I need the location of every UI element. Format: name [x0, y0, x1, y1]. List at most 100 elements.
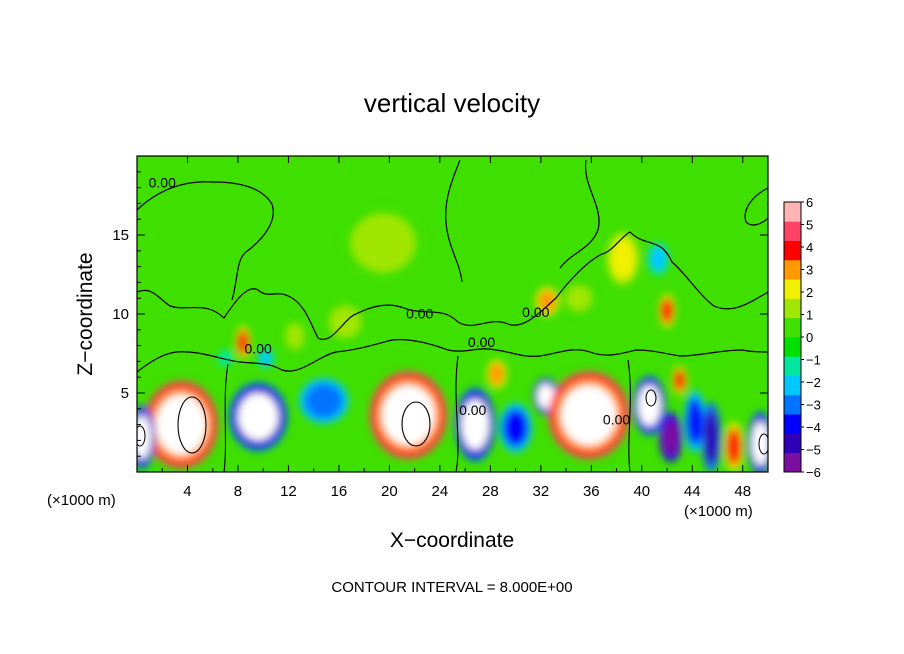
- contour-vertical-1: [223, 363, 229, 472]
- colorbar-segment: [784, 356, 801, 376]
- colorbar: 6 5 4 3 2 1 0 −1 −2 −3 −4 −5 −6: [783, 195, 821, 480]
- field-cell: [561, 385, 617, 446]
- colorbar-tick-label: 0: [806, 330, 813, 345]
- zero-contour-upper-left: [137, 181, 274, 301]
- colorbar-segment: [784, 221, 801, 241]
- field-cell: [502, 408, 529, 447]
- colorbar-tick-label: 2: [806, 285, 813, 300]
- field-cell: [751, 421, 768, 466]
- field-cell: [660, 298, 674, 324]
- contour-interval-note: CONTOUR INTERVAL = 8.000E+00: [331, 579, 572, 596]
- colorbar-segment: [784, 279, 801, 299]
- colorbar-tick-label: 3: [806, 263, 813, 278]
- colorbar-tick-label: 6: [806, 195, 813, 210]
- colorbar-segment: [784, 414, 801, 434]
- field-cell: [351, 214, 415, 272]
- colorbar-segment: [784, 317, 801, 338]
- x-tick-label: 48: [734, 483, 751, 500]
- chart-title: vertical velocity: [364, 88, 540, 118]
- field-cell: [703, 410, 719, 465]
- plot-area: 0.000.000.000.000.000.000.00 4 8 12 16 20 24 2…: [112, 155, 769, 500]
- field-cell: [538, 290, 556, 313]
- x-tick-label: 12: [280, 483, 297, 500]
- colorbar-tick-label: 5: [806, 218, 813, 233]
- y-axis-label: Z−coordinate: [74, 252, 97, 375]
- contour-downdraft-right: [645, 389, 657, 407]
- zero-contour-lower: [137, 339, 768, 373]
- y-tick-label: 5: [121, 385, 129, 402]
- zero-contour-far-right: [744, 187, 768, 226]
- colorbar-tick-label: −6: [806, 465, 821, 480]
- contour-edge-left: [137, 425, 146, 447]
- colorbar-segment: [784, 259, 801, 280]
- zero-contour-upper-right: [445, 159, 463, 283]
- field-cell: [304, 383, 343, 419]
- field-cell: [686, 397, 704, 446]
- x-tick-label: 8: [234, 483, 242, 500]
- contour-label: 0.00: [522, 304, 549, 320]
- velocity-field: [137, 205, 768, 472]
- field-cell: [219, 351, 232, 365]
- field-cell: [461, 399, 490, 450]
- x-tick-label: 16: [331, 483, 348, 500]
- colorbar-tick-label: −5: [806, 443, 821, 458]
- y-tick-label: 15: [112, 227, 129, 244]
- colorbar-segment: [784, 452, 801, 473]
- field-cell: [726, 427, 742, 466]
- colorbar-tick-label: −1: [806, 353, 821, 368]
- contour-updraft-left: [177, 396, 207, 454]
- field-cell: [650, 246, 667, 272]
- x-unit-label-left: (×1000 m): [47, 492, 116, 509]
- x-axis-label: X−coordinate: [390, 529, 514, 552]
- field-cell: [566, 285, 592, 311]
- contour-label: 0.00: [149, 175, 176, 191]
- field-cell: [661, 418, 680, 457]
- colorbar-segment: [784, 240, 801, 261]
- colorbar-segment: [784, 202, 801, 222]
- field-cell: [381, 385, 435, 446]
- contour-vertical-2: [455, 355, 459, 472]
- contour-vertical-3: [627, 359, 631, 472]
- colorbar-tick-label: 4: [806, 240, 813, 255]
- field-cell: [137, 415, 151, 460]
- contour-labels: 0.00 0.00 0.00 0.00 0.00 0.00 0.00: [149, 175, 631, 428]
- x-tick-label: 36: [583, 483, 600, 500]
- colorbar-segment: [784, 298, 801, 319]
- field-cell: [259, 350, 273, 367]
- x-tick-label: 44: [684, 483, 701, 500]
- x-tick-label: 24: [432, 483, 449, 500]
- x-tick-label: 28: [482, 483, 499, 500]
- colorbar-tick-label: −4: [806, 420, 821, 435]
- x-tick-label: 20: [381, 483, 398, 500]
- field-cell: [237, 329, 249, 356]
- y-tick-label: 10: [112, 306, 129, 323]
- x-tick-label: 40: [633, 483, 650, 500]
- colorbar-tick-label: −3: [806, 398, 821, 413]
- contour-label: 0.00: [468, 334, 495, 350]
- colorbar-segment: [784, 433, 801, 454]
- field-cell: [155, 394, 207, 455]
- x-axis-ticks: 4 8 12 16 20 24 28 32 36 40 44 48: [161, 156, 751, 500]
- contour-label: 0.00: [406, 306, 433, 322]
- field-cell: [237, 393, 279, 441]
- colorbar-tick-label: −2: [806, 375, 821, 390]
- contour-edge-right: [758, 433, 768, 455]
- contour-label: 0.00: [245, 341, 272, 357]
- x-tick-label: 4: [183, 483, 191, 500]
- field-cell: [285, 323, 304, 349]
- contour-updraft-center: [401, 401, 431, 447]
- x-tick-label: 32: [532, 483, 549, 500]
- zero-contour-upper: [137, 231, 768, 341]
- contour-label: 0.00: [603, 412, 630, 428]
- zero-contour-mid: [559, 159, 600, 269]
- contour-lines: [137, 159, 768, 472]
- colorbar-segment: [784, 337, 801, 357]
- colorbar-segment: [784, 375, 801, 396]
- field-cell: [489, 362, 505, 386]
- field-cell: [610, 238, 636, 280]
- colorbar-segment: [784, 394, 801, 415]
- colorbar-tick-label: 1: [806, 308, 813, 323]
- contour-label: 0.00: [459, 402, 486, 418]
- x-unit-label-right: (×1000 m): [684, 503, 753, 520]
